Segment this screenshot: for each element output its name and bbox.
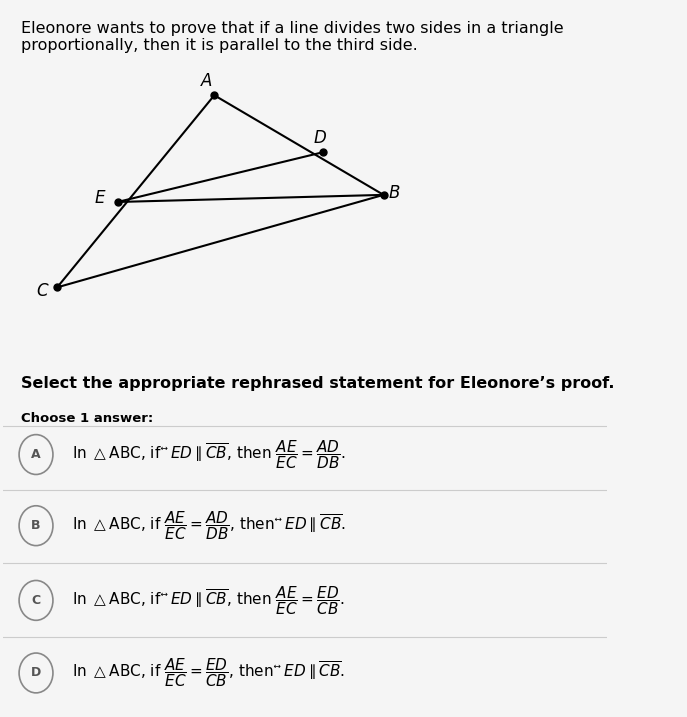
Text: D: D [31, 667, 41, 680]
Text: C: C [32, 594, 41, 607]
Text: Choose 1 answer:: Choose 1 answer: [21, 412, 153, 425]
Text: B: B [32, 519, 41, 532]
Text: Eleonore wants to prove that if a line divides two sides in a triangle
proportio: Eleonore wants to prove that if a line d… [21, 21, 563, 53]
Text: D: D [314, 129, 326, 147]
Text: E: E [94, 189, 104, 207]
Text: In $\triangle$ABC, if $\overleftrightarrow{ED} \parallel \overline{CB}$, then $\: In $\triangle$ABC, if $\overleftrightarr… [72, 438, 346, 471]
Text: In $\triangle$ABC, if $\overleftrightarrow{ED} \parallel \overline{CB}$, then $\: In $\triangle$ABC, if $\overleftrightarr… [72, 584, 346, 617]
Text: A: A [31, 448, 41, 461]
Text: C: C [36, 282, 48, 300]
Text: B: B [389, 184, 400, 201]
Text: A: A [201, 72, 213, 90]
Text: In $\triangle$ABC, if $\dfrac{AE}{EC} = \dfrac{ED}{CB}$, then $\overleftrightarr: In $\triangle$ABC, if $\dfrac{AE}{EC} = … [72, 657, 346, 689]
Text: In $\triangle$ABC, if $\dfrac{AE}{EC} = \dfrac{AD}{DB}$, then $\overleftrightarr: In $\triangle$ABC, if $\dfrac{AE}{EC} = … [72, 509, 346, 542]
Text: Select the appropriate rephrased statement for Eleonore’s proof.: Select the appropriate rephrased stateme… [21, 376, 614, 391]
